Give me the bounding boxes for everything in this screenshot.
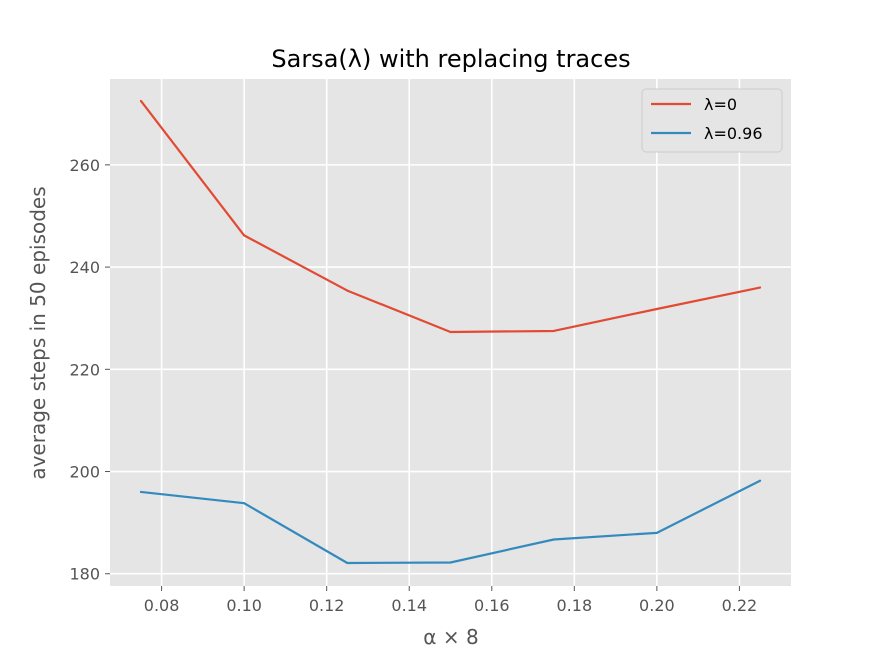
x-tick-label: 0.16 bbox=[474, 596, 510, 615]
data-point bbox=[655, 307, 658, 311]
series-layer bbox=[139, 99, 762, 565]
x-tick-label: 0.12 bbox=[309, 596, 345, 615]
data-point bbox=[552, 538, 555, 541]
y-tick-label: 180 bbox=[69, 565, 100, 584]
data-point bbox=[449, 561, 452, 564]
chart-title: Sarsa(λ) with replacing traces bbox=[271, 45, 630, 73]
legend: λ=0 λ=0.96 bbox=[641, 88, 783, 153]
data-point bbox=[139, 490, 143, 494]
data-point bbox=[346, 561, 349, 565]
y-tick-label: 200 bbox=[69, 463, 100, 482]
data-point bbox=[243, 234, 246, 237]
x-tick-label: 0.08 bbox=[144, 596, 180, 615]
x-tick-label: 0.18 bbox=[557, 596, 593, 615]
grid bbox=[110, 79, 791, 586]
data-point bbox=[243, 502, 246, 505]
x-axis-ticks: 0.08 0.10 0.12 0.14 0.16 0.18 0.20 0.22 bbox=[144, 586, 757, 615]
data-point bbox=[552, 329, 555, 333]
data-point bbox=[758, 286, 762, 289]
y-tick-label: 220 bbox=[69, 360, 100, 379]
x-tick-label: 0.14 bbox=[391, 596, 427, 615]
x-tick-label: 0.10 bbox=[226, 596, 262, 615]
legend-label-lambda-0: λ=0 bbox=[704, 95, 737, 114]
data-point bbox=[655, 531, 658, 534]
y-axis-label: average steps in 50 episodes bbox=[26, 186, 50, 479]
data-point bbox=[449, 330, 452, 334]
x-axis-label: α × 8 bbox=[423, 625, 478, 649]
data-point bbox=[758, 479, 762, 482]
x-tick-label: 0.22 bbox=[722, 596, 758, 615]
legend-label-lambda-0-96: λ=0.96 bbox=[704, 124, 763, 143]
data-point bbox=[346, 289, 349, 292]
data-point bbox=[139, 99, 143, 103]
y-tick-label: 260 bbox=[69, 156, 100, 175]
y-axis-ticks: 180 200 220 240 260 bbox=[69, 156, 110, 584]
x-tick-label: 0.20 bbox=[639, 596, 675, 615]
y-tick-label: 240 bbox=[69, 258, 100, 277]
